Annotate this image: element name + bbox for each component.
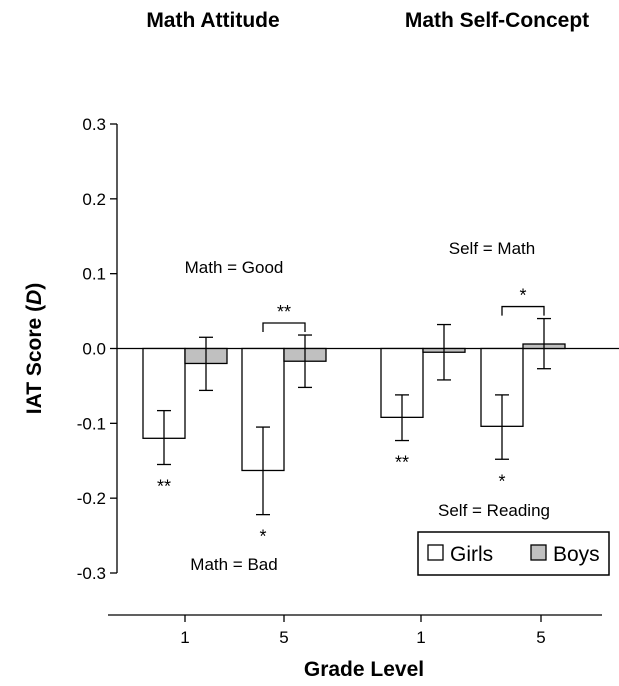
- legend-swatch-boys: [530, 544, 547, 561]
- significance-star: *: [498, 471, 505, 491]
- y-tick-label: -0.2: [77, 489, 106, 508]
- x-tick-label: 1: [416, 628, 425, 647]
- y-tick-label: 0.0: [82, 340, 106, 359]
- x-tick-label: 5: [536, 628, 545, 647]
- y-tick-label: 0.3: [82, 115, 106, 134]
- panel-title: Math Attitude: [146, 9, 279, 32]
- annotation-top: Math = Good: [185, 258, 284, 277]
- annotation-bottom: Self = Reading: [438, 501, 550, 520]
- comparison-bracket: [501, 305, 545, 316]
- legend-box: [417, 531, 610, 576]
- comparison-star: *: [519, 286, 526, 306]
- panel-title: Math Self-Concept: [405, 9, 589, 32]
- significance-star: *: [259, 527, 266, 547]
- comparison-bracket: [262, 322, 306, 333]
- annotation-top: Self = Math: [449, 239, 535, 258]
- x-tick-label: 1: [180, 628, 189, 647]
- comparison-star: **: [277, 302, 291, 322]
- significance-star: **: [395, 453, 409, 473]
- legend-swatch-girls: [427, 544, 444, 561]
- y-tick-label: -0.1: [77, 414, 106, 433]
- x-tick-label: 5: [279, 628, 288, 647]
- x-axis-title: Grade Level: [304, 658, 424, 681]
- significance-star: **: [157, 476, 171, 496]
- legend-label-boys: Boys: [553, 543, 600, 566]
- y-tick-label: 0.2: [82, 190, 106, 209]
- y-tick-label: -0.3: [77, 564, 106, 583]
- annotation-bottom: Math = Bad: [190, 555, 277, 574]
- y-axis-title: IAT Score (D): [23, 283, 46, 414]
- legend-label-girls: Girls: [450, 543, 493, 566]
- y-tick-label: 0.1: [82, 265, 106, 284]
